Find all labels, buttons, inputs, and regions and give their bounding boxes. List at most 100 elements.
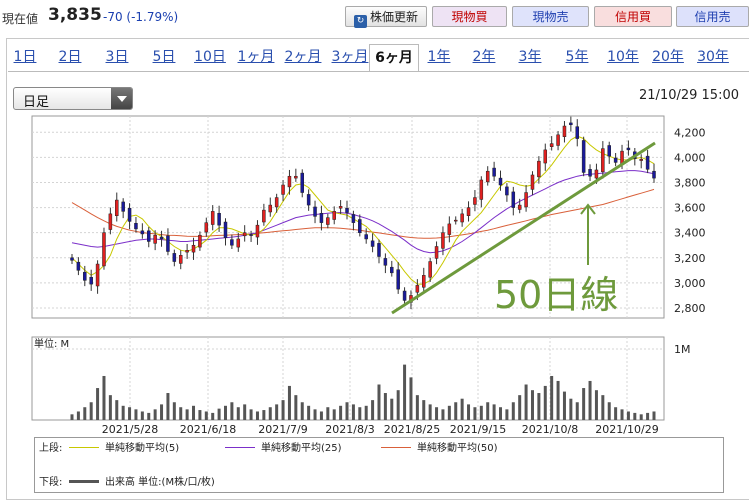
volume-bar — [332, 409, 336, 420]
legend-ma5: 単純移動平均(5) — [69, 442, 179, 456]
candle-body — [223, 221, 228, 238]
candle-body — [530, 174, 535, 190]
candle-body — [306, 194, 311, 206]
candle-body — [159, 236, 164, 240]
tab-2y[interactable]: 2年 — [472, 49, 496, 65]
candle-body — [146, 230, 151, 242]
margin-sell-button[interactable]: 信用売 — [676, 6, 749, 27]
candle-body — [473, 197, 477, 205]
candle-body — [479, 179, 484, 200]
volume-bar — [128, 407, 132, 420]
volume-bar — [569, 398, 573, 420]
candle-body — [70, 257, 74, 261]
volume-bar — [409, 377, 413, 420]
volume-bar — [262, 410, 266, 420]
date-tick-label: 2021/5/28 — [102, 423, 158, 436]
volume-bar — [601, 395, 605, 420]
candle-body — [569, 122, 573, 126]
candle-body — [639, 159, 643, 161]
ma5-swatch — [69, 447, 99, 448]
candle-body — [524, 192, 528, 208]
tab-3d[interactable]: 3日 — [105, 49, 129, 65]
volume-bar — [620, 409, 624, 420]
volume-bar — [499, 407, 503, 420]
candle-body — [607, 145, 611, 157]
volume-bar — [179, 407, 183, 420]
volume-bar — [454, 402, 458, 420]
legend-volume: 出来高 単位:(M株/口/枚) — [69, 476, 215, 490]
annotation-arrow — [580, 203, 596, 265]
candle-body — [422, 275, 426, 288]
tab-1d[interactable]: 1日 — [13, 49, 37, 65]
volume-bar — [530, 390, 534, 420]
margin-buy-button[interactable]: 信用買 — [594, 6, 672, 27]
volume-bar — [217, 408, 221, 420]
volume-bar — [435, 407, 439, 420]
price-tick-label: 4,200 — [674, 126, 706, 139]
candle-body — [255, 224, 260, 238]
cash-buy-button[interactable]: 現物買 — [432, 6, 507, 27]
volume-bar — [543, 385, 547, 420]
candle-body — [498, 177, 503, 186]
tab-3y[interactable]: 3年 — [518, 49, 542, 65]
candle-body — [274, 197, 279, 208]
candle-body — [153, 234, 157, 244]
candle-body — [594, 169, 599, 179]
volume-bar — [326, 407, 330, 420]
volume-bar — [377, 384, 381, 420]
tab-1m[interactable]: 1ヶ月 — [237, 49, 275, 65]
tab-6m[interactable]: 6ヶ月 — [369, 44, 419, 72]
volume-bar — [415, 395, 419, 420]
volume-bar — [403, 364, 407, 420]
volume-bar — [562, 391, 566, 420]
refresh-price-button[interactable]: ↻ 株価更新 — [345, 6, 427, 28]
tab-2d[interactable]: 2日 — [58, 49, 82, 65]
volume-bar — [524, 384, 528, 420]
tab-1y[interactable]: 1年 — [427, 49, 451, 65]
price-tick-label: 2,800 — [674, 302, 706, 315]
candle-body — [102, 232, 106, 267]
candle-body — [377, 243, 381, 257]
volume-bar — [396, 390, 400, 420]
candle-body — [210, 211, 215, 225]
volume-bar — [358, 407, 362, 420]
volume-bar — [76, 411, 80, 420]
period-select[interactable]: 日足 — [13, 87, 133, 110]
tab-3m[interactable]: 3ヶ月 — [331, 49, 369, 65]
price-tick-label: 3,000 — [674, 277, 706, 290]
tab-30y[interactable]: 30年 — [697, 49, 729, 65]
tab-2m[interactable]: 2ヶ月 — [284, 49, 322, 65]
candle-body — [370, 240, 375, 247]
volume-bar — [313, 409, 317, 420]
candle-body — [652, 170, 656, 179]
candle-body — [415, 285, 420, 293]
volume-bar — [460, 398, 464, 420]
volume-bar — [492, 404, 496, 420]
volume-bar — [390, 398, 394, 420]
tab-5d[interactable]: 5日 — [152, 49, 176, 65]
price-tick-label: 3,200 — [674, 252, 706, 265]
candle-body — [242, 232, 247, 237]
volume-bar — [153, 409, 157, 420]
tab-20y[interactable]: 20年 — [652, 49, 684, 65]
volume-bar — [486, 402, 490, 420]
volume-bar — [646, 412, 650, 420]
date-tick-label: 2021/10/29 — [595, 423, 658, 436]
candle-body — [230, 239, 234, 246]
tab-10y[interactable]: 10年 — [607, 49, 639, 65]
candle-body — [268, 204, 273, 213]
volume-bar — [582, 388, 586, 420]
cash-sell-button[interactable]: 現物売 — [512, 6, 589, 27]
date-tick-label: 2021/10/8 — [522, 423, 578, 436]
volume-bar — [300, 402, 304, 420]
chevron-down-icon[interactable] — [111, 88, 132, 109]
candle-body — [511, 191, 516, 208]
volume-bar — [364, 405, 368, 420]
current-price-label: 現在値 — [2, 12, 39, 26]
chart-legend: 上段: 単純移動平均(5) 単純移動平均(25) 単純移動平均(50) 下段: … — [34, 437, 724, 493]
candle-body — [383, 258, 388, 266]
tab-10d[interactable]: 10日 — [194, 49, 226, 65]
tab-5y[interactable]: 5年 — [565, 49, 589, 65]
volume-bar — [652, 411, 656, 420]
